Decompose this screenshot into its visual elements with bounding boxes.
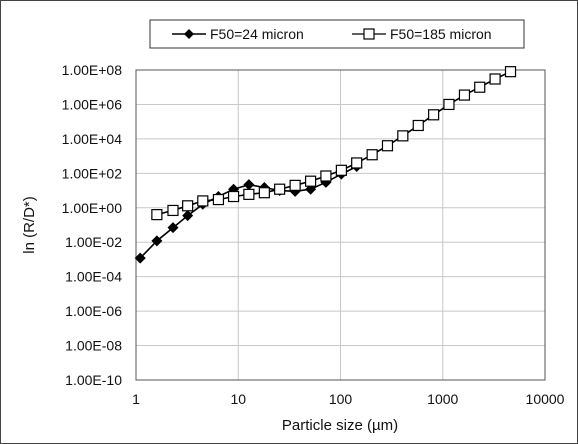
legend-box [149, 19, 525, 49]
series-2-point [182, 200, 194, 212]
y-tick-label: 1.00E+02 [62, 165, 123, 181]
series-1-point [182, 210, 194, 222]
y-tick-label: 1.00E-04 [65, 269, 122, 285]
series-2-point [212, 193, 225, 206]
plot-area-border [135, 69, 546, 381]
y-tick-label: 1.00E+00 [62, 200, 123, 216]
series-2-point [458, 89, 471, 101]
series-2-point [489, 73, 501, 85]
series-2-point [320, 170, 332, 182]
y-axis-title: ln (R/D*) [21, 196, 38, 254]
series-2-point [274, 183, 286, 195]
legend-series-1-diamond-marker [184, 29, 194, 39]
series-2-point [474, 81, 486, 93]
legend-series-2-square-marker [363, 28, 375, 40]
legend-series-1-label: F50=24 micron [210, 26, 304, 42]
x-tick-label: 1000 [427, 391, 458, 407]
legend-series-2-label: F50=185 micron [390, 26, 492, 42]
y-tick-label: 1.00E+08 [62, 62, 123, 78]
series-1-point [151, 235, 163, 247]
x-tick-label: 10 [230, 391, 246, 407]
series-2-point [381, 140, 394, 152]
series-2-point [167, 204, 179, 217]
y-tick-label: 1.00E-10 [65, 372, 122, 388]
series-2-point [428, 109, 440, 121]
y-tick-label: 1.00E+06 [62, 96, 123, 112]
series-2-point [366, 149, 378, 161]
series-2-point [504, 66, 517, 78]
series-2-point [304, 175, 317, 187]
series-2-point [258, 187, 270, 199]
y-tick-label: 1.00E-06 [65, 303, 122, 319]
x-tick-label: 1 [132, 391, 140, 407]
series-2-point [412, 119, 424, 132]
series-1-point [134, 252, 146, 264]
series-2-point [243, 188, 255, 200]
series-2-point [397, 130, 409, 142]
y-tick-label: 1.00E-02 [65, 234, 122, 250]
series-2-point [289, 179, 301, 191]
series-2-point [335, 164, 347, 176]
x-axis-title: Particle size (µm) [282, 417, 398, 434]
x-tick-label: 100 [329, 391, 353, 407]
series-1-point [243, 179, 255, 191]
series-2-point [227, 190, 240, 203]
legend: F50=24 micron F50=185 micron [149, 19, 525, 49]
x-tick-label: 10000 [526, 391, 565, 407]
series-1-point [167, 222, 179, 234]
series-2-point [443, 98, 455, 111]
y-tick-label: 1.00E-08 [65, 338, 122, 354]
tick-label-layer: 1 10 100 1000 10000 1.00E-10 1.00E-08 1.00E-06 1… [62, 62, 565, 407]
series-2-point [151, 209, 163, 221]
y-tick-label: 1.00E+04 [62, 131, 123, 147]
series-2-point [197, 195, 209, 207]
series-2-point [351, 157, 363, 169]
series-layer [134, 66, 517, 264]
